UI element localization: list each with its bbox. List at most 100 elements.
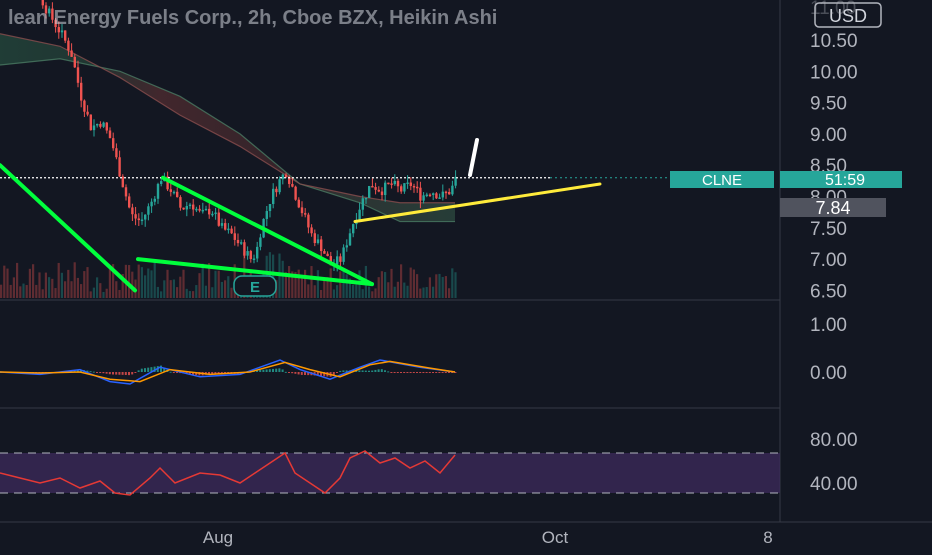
- candle-body: [384, 182, 387, 196]
- volume-bar: [320, 289, 323, 298]
- candle-body: [320, 239, 323, 252]
- candle-body: [419, 187, 422, 201]
- volume-bar: [32, 264, 35, 298]
- macd-histogram-bar: [316, 372, 319, 376]
- volume-bar: [422, 287, 425, 298]
- candle-body: [387, 182, 390, 185]
- macd-histogram-bar: [275, 368, 278, 372]
- candle-body: [275, 188, 278, 193]
- candle-body: [54, 19, 57, 28]
- macd-histogram-bar: [284, 371, 287, 373]
- volume-bar: [208, 263, 211, 298]
- price-tick-0: 10.50: [810, 31, 858, 52]
- volume-bar: [297, 269, 300, 298]
- macd-histogram-bar: [272, 368, 274, 372]
- volume-bar: [144, 275, 147, 298]
- macd-histogram-bar: [364, 370, 367, 372]
- x-tick-aug: Aug: [203, 528, 233, 547]
- candle-body: [441, 191, 444, 198]
- volume-bar: [454, 272, 457, 298]
- candle-body: [224, 223, 227, 230]
- volume-bar: [192, 291, 195, 298]
- candle-body: [112, 138, 115, 149]
- candle-body: [339, 256, 342, 262]
- candle-body: [220, 223, 224, 226]
- partial-top-tick: 11.00: [810, 0, 856, 19]
- currency-button[interactable]: USD: [814, 2, 882, 28]
- volume-bar: [118, 289, 121, 298]
- last-value-tag[interactable]: 7.84: [780, 198, 886, 218]
- candle-body: [124, 187, 128, 197]
- trendline-green-0: [0, 163, 137, 293]
- rsi-tick-0: 80.00: [810, 430, 858, 451]
- macd-histogram-bar: [396, 372, 399, 373]
- volume-bar: [352, 284, 355, 298]
- macd-histogram-bar: [76, 369, 79, 372]
- macd-histogram-bar: [390, 372, 393, 373]
- volume-bar: [371, 291, 374, 298]
- volume-bar: [230, 287, 233, 298]
- rsi-tick-1: 40.00: [810, 474, 858, 495]
- candle-body: [352, 224, 355, 234]
- macd-histogram-bar: [355, 370, 358, 372]
- macd-histogram-bar: [288, 372, 290, 373]
- macd-histogram-bar: [220, 372, 223, 374]
- macd-histogram-bar: [211, 372, 214, 374]
- volume-bar: [128, 265, 131, 298]
- volume-bar: [345, 274, 348, 298]
- volume-bar: [380, 271, 383, 298]
- candle-body: [182, 207, 185, 210]
- macd-histogram-bar: [294, 372, 297, 374]
- candle-body: [128, 196, 131, 208]
- volume-bar: [432, 286, 435, 298]
- candle-body: [102, 122, 105, 127]
- volume-bar: [147, 268, 150, 298]
- earnings-marker[interactable]: E: [233, 275, 277, 297]
- volume-bar: [64, 281, 67, 298]
- volume-bar: [409, 267, 412, 298]
- candle-body: [188, 204, 192, 207]
- candle-body: [249, 251, 252, 260]
- volume-bar: [355, 284, 358, 298]
- volume-bar: [214, 270, 217, 298]
- candle-body: [393, 180, 396, 185]
- macd-histogram-bar: [380, 369, 383, 372]
- candle-body: [140, 219, 144, 222]
- macd-histogram-bar: [428, 372, 431, 373]
- currency-button-frame[interactable]: [814, 2, 882, 28]
- macd-histogram-bar: [419, 372, 422, 373]
- candle-body: [227, 228, 230, 231]
- candle-body: [179, 197, 182, 208]
- chart-title: lean Energy Fuels Corp., 2h, Cboe BZX, H…: [8, 7, 497, 29]
- macd-histogram-bar: [217, 372, 220, 374]
- candle-body: [265, 211, 268, 219]
- macd-histogram-bar: [441, 372, 444, 373]
- candle-body: [444, 191, 448, 194]
- symbol-price-tag[interactable]: CLNE 51:59: [670, 171, 902, 189]
- price-tick-6: 7.50: [810, 219, 847, 240]
- volume-bar: [25, 285, 28, 298]
- volume-bar: [342, 268, 345, 298]
- candle-body: [348, 233, 352, 246]
- volume-bar: [435, 274, 438, 298]
- candle-body: [374, 187, 377, 190]
- macd-histogram-bar: [134, 372, 137, 373]
- volume-bar: [28, 268, 31, 298]
- annotation-flag-mark[interactable]: [468, 138, 479, 177]
- earnings-marker-badge[interactable]: [233, 275, 277, 297]
- countdown-tag-box: [780, 171, 902, 188]
- candle-body: [304, 213, 307, 215]
- volume-bar: [16, 262, 19, 298]
- macd-histogram-bar: [131, 372, 134, 375]
- drawn-trendlines[interactable]: [0, 163, 602, 293]
- candle-body: [259, 237, 262, 247]
- candle-body: [86, 111, 89, 115]
- candle-body: [454, 176, 457, 186]
- candle-body: [358, 209, 361, 221]
- candle-body: [137, 218, 140, 221]
- macd-histogram-bar: [102, 372, 105, 374]
- volume-bar: [412, 269, 415, 298]
- volume-bar: [67, 269, 70, 298]
